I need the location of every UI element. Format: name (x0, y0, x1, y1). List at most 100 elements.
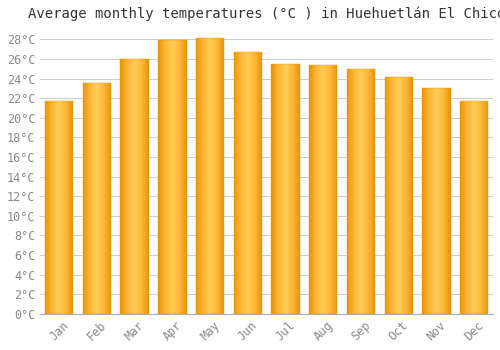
Bar (133, 59, 134, 314)
Bar (47, 101, 48, 314)
Bar (354, 69, 356, 314)
Bar (166, 40, 167, 314)
Bar (203, 38, 204, 314)
Bar (86, 84, 87, 314)
Bar (484, 101, 485, 314)
Bar (122, 59, 124, 314)
Bar (477, 101, 478, 314)
Bar (485, 101, 486, 314)
Bar (235, 52, 236, 314)
Bar (158, 40, 186, 314)
Bar (436, 89, 437, 314)
Bar (315, 65, 316, 314)
Bar (403, 77, 404, 314)
Bar (297, 64, 298, 314)
Bar (96, 84, 97, 314)
Bar (121, 59, 122, 314)
Bar (54, 101, 55, 314)
Bar (143, 59, 144, 314)
Bar (294, 64, 296, 314)
Bar (357, 69, 358, 314)
Bar (386, 77, 387, 314)
Bar (53, 101, 54, 314)
Bar (69, 101, 70, 314)
Bar (404, 77, 405, 314)
Bar (71, 101, 72, 314)
Bar (384, 77, 413, 314)
Bar (460, 101, 462, 314)
Bar (72, 101, 74, 314)
Bar (144, 59, 146, 314)
Bar (88, 84, 89, 314)
Bar (430, 89, 431, 314)
Bar (469, 101, 470, 314)
Bar (331, 65, 332, 314)
Bar (110, 84, 111, 314)
Bar (290, 64, 292, 314)
Bar (373, 69, 374, 314)
Bar (396, 77, 398, 314)
Bar (443, 89, 444, 314)
Bar (482, 101, 483, 314)
Bar (127, 59, 128, 314)
Bar (246, 52, 247, 314)
Bar (176, 40, 178, 314)
Bar (171, 40, 172, 314)
Bar (333, 65, 334, 314)
Bar (248, 52, 250, 314)
Bar (334, 65, 336, 314)
Bar (62, 101, 64, 314)
Bar (474, 101, 475, 314)
Bar (310, 65, 312, 314)
Bar (161, 40, 162, 314)
Bar (277, 64, 278, 314)
Bar (371, 69, 372, 314)
Bar (314, 65, 315, 314)
Bar (92, 84, 94, 314)
Bar (408, 77, 410, 314)
Bar (160, 40, 161, 314)
Bar (466, 101, 467, 314)
Bar (145, 59, 146, 314)
Bar (202, 38, 203, 314)
Bar (363, 69, 364, 314)
Bar (326, 65, 327, 314)
Bar (50, 101, 51, 314)
Bar (134, 59, 136, 314)
Bar (178, 40, 180, 314)
Bar (388, 77, 389, 314)
Bar (124, 59, 125, 314)
Bar (359, 69, 360, 314)
Bar (162, 40, 163, 314)
Bar (394, 77, 396, 314)
Bar (99, 84, 100, 314)
Bar (282, 64, 283, 314)
Bar (48, 101, 50, 314)
Bar (294, 64, 295, 314)
Bar (285, 64, 286, 314)
Bar (148, 59, 149, 314)
Bar (175, 40, 176, 314)
Bar (434, 89, 435, 314)
Bar (356, 69, 357, 314)
Bar (198, 38, 199, 314)
Bar (138, 59, 139, 314)
Bar (238, 52, 240, 314)
Bar (347, 69, 348, 314)
Bar (368, 69, 369, 314)
Bar (284, 64, 285, 314)
Bar (102, 84, 104, 314)
Bar (332, 65, 334, 314)
Bar (272, 64, 299, 314)
Bar (242, 52, 243, 314)
Bar (324, 65, 326, 314)
Bar (208, 38, 210, 314)
Bar (411, 77, 412, 314)
Bar (58, 101, 59, 314)
Bar (196, 38, 224, 314)
Bar (275, 64, 276, 314)
Bar (468, 101, 469, 314)
Bar (360, 69, 361, 314)
Bar (479, 101, 480, 314)
Bar (467, 101, 468, 314)
